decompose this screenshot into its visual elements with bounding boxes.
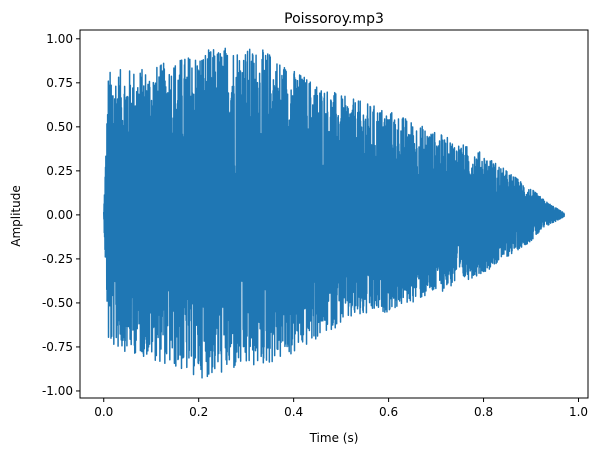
y-tick-label: -0.75 [42, 340, 73, 354]
x-tick-label: 1.0 [569, 405, 588, 419]
y-tick-label: 1.00 [46, 32, 73, 46]
x-tick-label: 0.4 [284, 405, 303, 419]
y-tick-label: -0.50 [42, 296, 73, 310]
y-axis: -1.00 -0.75 -0.50 -0.25 0.00 0.25 0.50 0.75 1.00 [42, 32, 80, 398]
x-tick-label: 0.8 [474, 405, 493, 419]
x-axis: 0.0 0.2 0.4 0.6 0.8 1.0 [94, 398, 588, 419]
plot-frame [79, 29, 589, 399]
waveform-series [102, 47, 566, 379]
x-tick-label: 0.2 [189, 405, 208, 419]
y-tick-label: 0.75 [46, 76, 73, 90]
x-axis-label: Time (s) [309, 431, 359, 445]
plot-area [79, 29, 589, 399]
y-axis-label: Amplitude [9, 185, 23, 247]
y-tick-label: 0.25 [46, 164, 73, 178]
waveform-line [102, 47, 566, 379]
chart-title: Poissoroy.mp3 [284, 11, 384, 27]
x-tick-label: 0.6 [379, 405, 398, 419]
y-tick-label: 0.50 [46, 120, 73, 134]
x-tick-label: 0.0 [94, 405, 113, 419]
y-tick-label: -1.00 [42, 384, 73, 398]
y-tick-label: 0.00 [46, 208, 73, 222]
y-tick-label: -0.25 [42, 252, 73, 266]
